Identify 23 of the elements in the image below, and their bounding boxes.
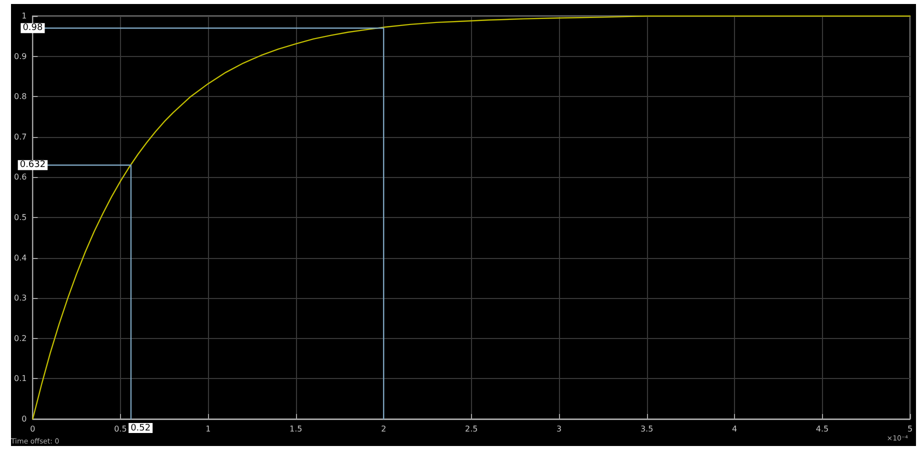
y-tick-label: 0.7: [14, 132, 27, 142]
y-tick-label: 0.2: [14, 334, 27, 343]
x-tick-label: 2: [381, 424, 386, 434]
x-tick-label: 5: [907, 424, 913, 434]
y-tick-label: 0: [22, 414, 27, 424]
x-tick-label: 3: [556, 424, 562, 434]
y-tick-label: 1: [22, 12, 27, 20]
x-tick-label: 1: [206, 424, 211, 434]
x-tick-label: 3.5: [640, 424, 654, 434]
y-tick-label: 0.4: [14, 253, 27, 262]
y-tick-label: 0.1: [14, 374, 27, 384]
y-tick-label: 0.5: [14, 213, 27, 222]
y-tick-label: 0.9: [14, 52, 27, 61]
y-tick-label: 0.6: [14, 172, 27, 182]
x-tick-label: 4: [732, 424, 738, 434]
x-tick-label: 1.5: [290, 424, 302, 434]
x-tick-label: 0: [30, 424, 36, 434]
y-tick-label: 0.8: [14, 92, 27, 102]
x-tick-label: 4.5: [816, 424, 829, 434]
x-tick-label: 0.5: [114, 424, 127, 434]
y-tick-label: 0.3: [14, 294, 27, 303]
text: 0.52: [130, 424, 151, 434]
x-tick-label: 2.5: [464, 424, 478, 434]
